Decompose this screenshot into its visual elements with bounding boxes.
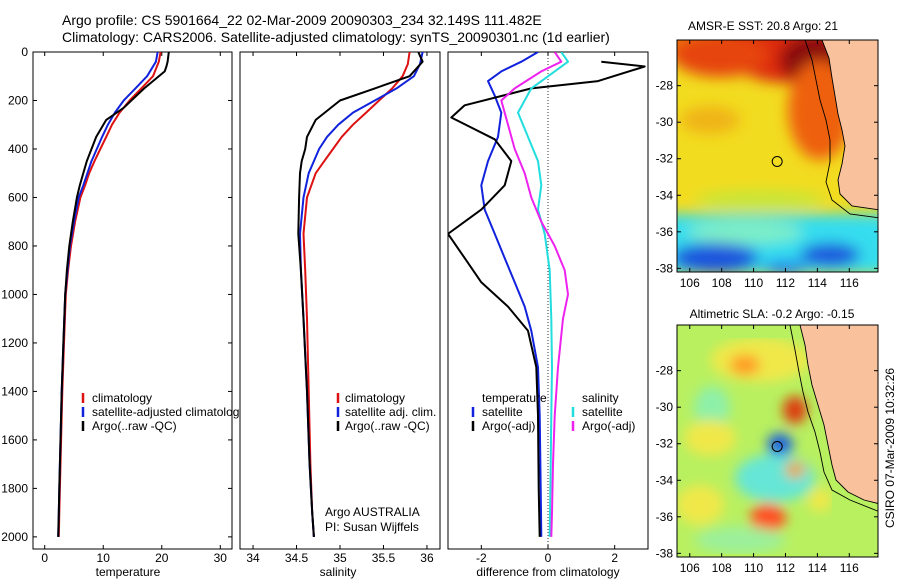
sst-map-lat-axis: -28 -30 -32 -34 -36 -38 [656,79,878,275]
temperature-legend: climatology satellite-adjusted climatolo… [81,391,245,433]
x-tick-label: 20 [155,551,169,565]
x-tick-label: 30 [214,551,228,565]
legend-item-temp-satellite: satellite [482,405,523,419]
y-tick-label: 800 [8,239,28,253]
lat-tick-label: -36 [656,225,674,239]
credit-timestamp: CSIRO 07-Mar-2009 10:32:26 [883,368,897,528]
sst-map-lon-axis: 106 108 110 112 114 116 [680,40,859,290]
difference-axis: -2 0 2 [476,52,618,565]
lat-tick-label: -34 [656,473,674,487]
legend-item-satellite: satellite adj. clim. [345,405,436,419]
lat-tick-label: -28 [656,364,674,378]
y-tick-label: 1200 [1,336,28,350]
lat-tick-label: -30 [656,400,674,414]
lon-tick-label: 110 [744,561,763,575]
x-tick-label: 36 [420,551,434,565]
lon-tick-label: 114 [808,276,827,290]
difference-axis-label: difference from climatology [476,565,619,579]
legend-item-sal-argo: Argo(-adj) [582,419,635,433]
series-line-3 [500,52,569,537]
lon-tick-label: 108 [712,276,732,290]
lon-tick-label: 106 [680,276,700,290]
sst-map: AMSR-E SST: 20.8 Argo: 21 [656,19,879,290]
y-tick-label: 1000 [1,287,28,301]
series-line-0 [302,52,411,537]
x-tick-label: 34.5 [285,551,309,565]
x-tick-label: 0 [545,551,552,565]
series-line-2 [297,52,424,537]
legend-item-sal-satellite: satellite [582,405,623,419]
argo-position-marker [771,155,783,167]
series-line-2 [57,52,170,537]
x-tick-label: 10 [97,551,111,565]
lat-tick-label: -34 [656,188,674,202]
lat-tick-label: -36 [656,510,674,524]
argo-position-marker [771,440,783,452]
y-tick-label: 200 [8,93,28,107]
y-tick-label: 400 [8,142,28,156]
figure-title-line-1: Argo profile: CS 5901664_22 02-Mar-2009 … [62,12,542,28]
legend-item-climatology: climatology [92,391,152,405]
sla-map-title: Altimetric SLA: -0.2 Argo: -0.15 [690,307,855,321]
lon-tick-label: 114 [808,561,827,575]
x-tick-label: -2 [476,551,487,565]
salinity-axis: 34 34.5 35 35.5 36 [246,52,434,565]
lat-tick-label: -38 [656,261,674,275]
sla-map-lon-axis: 106 108 110 112 114 116 [680,325,859,575]
legend-heading-temperature: temperature [482,391,547,405]
float-program-note: Argo AUSTRALIA [325,505,420,519]
lon-tick-label: 116 [840,276,859,290]
y-tick-label: 1600 [1,433,28,447]
depth-axis: 0 200 400 600 800 1000 1200 1400 1600 1800 2000 [1,45,232,544]
y-tick-label: 0 [21,45,28,59]
legend-item-temp-argo: Argo(-adj) [482,419,535,433]
sla-map-lat-axis: -28 -30 -32 -34 -36 -38 [656,364,878,560]
sla-field [677,338,832,554]
salinity-axis-label: salinity [320,565,357,579]
legend-item-argo: Argo(..raw -QC) [92,419,177,433]
sst-map-title: AMSR-E SST: 20.8 Argo: 21 [688,19,838,33]
lon-tick-label: 108 [712,561,732,575]
temperature-axis: 0 10 20 30 [41,52,227,565]
x-tick-label: 0 [41,551,48,565]
lat-tick-label: -28 [656,79,674,93]
lat-tick-label: -38 [656,546,674,560]
series-line-2 [517,52,569,537]
lon-tick-label: 116 [840,561,859,575]
legend-item-satellite: satellite-adjusted climatology [92,405,245,419]
difference-legend: temperature satellite Argo(-adj) salinit… [471,391,635,433]
x-tick-label: 34 [246,551,260,565]
difference-panel: -2 0 2 difference from climatology tempera… [447,51,649,579]
x-tick-label: 2 [611,551,618,565]
temperature-panel: 0 200 400 600 800 1000 1200 1400 1600 1800 2000 0 1… [1,45,245,579]
lat-tick-label: -30 [656,115,674,129]
sla-map: Altimetric SLA: -0.2 Argo: -0.15 [656,307,879,575]
salinity-legend: climatology satellite adj. clim. Argo(..… [336,391,436,433]
float-pi-note: PI: Susan Wijffels [325,520,419,534]
y-tick-label: 1400 [1,384,28,398]
y-tick-label: 600 [8,190,28,204]
lat-tick-label: -32 [656,437,674,451]
legend-heading-salinity: salinity [582,391,619,405]
y-tick-label: 2000 [1,530,28,544]
legend-item-argo: Argo(..raw -QC) [345,419,430,433]
lat-tick-label: -32 [656,152,674,166]
lon-tick-label: 112 [776,276,795,290]
legend-item-climatology: climatology [345,391,405,405]
lon-tick-label: 110 [744,276,763,290]
temperature-axis-label: temperature [96,565,161,579]
y-tick-label: 1800 [1,481,28,495]
x-tick-label: 35.5 [372,551,396,565]
lon-tick-label: 106 [680,561,700,575]
salinity-panel: 34 34.5 35 35.5 36 salinity climatology sate… [239,51,441,579]
x-tick-label: 35 [333,551,347,565]
lon-tick-label: 112 [776,561,795,575]
figure-title-line-2: Climatology: CARS2006. Satellite-adjuste… [62,29,610,45]
series-line-0 [480,52,543,537]
